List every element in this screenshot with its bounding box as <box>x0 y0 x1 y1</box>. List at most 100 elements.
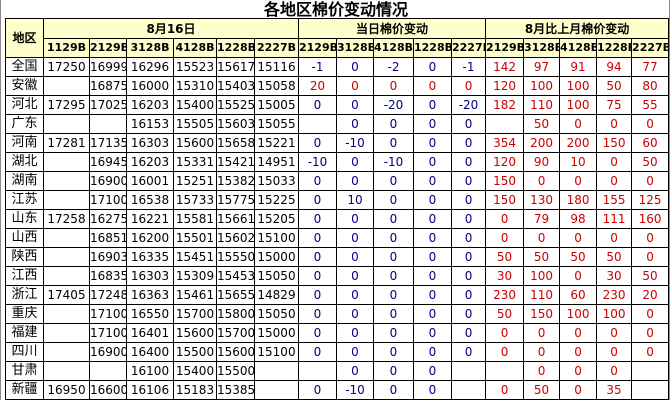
monthly-change-cell: 200 <box>523 133 561 153</box>
daily-change-cell: 20 <box>298 76 337 96</box>
daily-change-cell: 0 <box>336 361 374 381</box>
daily-change-cell: 0 <box>373 209 414 229</box>
table-row: 重庆 17100 16550 15700 15800 15050 0 0 0 0 0 50 150 100… <box>5 304 670 324</box>
table-row: 全国 17250 16999 16296 15523 15617 15116 -1 0 -2 0 -1… <box>5 57 670 77</box>
daily-change-cell: 0 <box>450 171 487 191</box>
price-cell: 16945 <box>89 152 127 172</box>
monthly-change-cell: 0 <box>559 114 598 134</box>
monthly-change-cell: 50 <box>485 247 525 267</box>
monthly-change-cell: 120 <box>485 152 525 172</box>
monthly-change-cell: 200 <box>559 133 598 153</box>
monthly-change-cell: 150 <box>596 133 633 153</box>
daily-change-cell: 0 <box>450 114 487 134</box>
price-cell: 16851 <box>89 228 127 248</box>
price-col-header: 4128B <box>173 38 217 58</box>
price-cell: 16275 <box>89 209 127 229</box>
price-cell <box>43 266 90 286</box>
price-cell: 16303 <box>126 266 174 286</box>
daily-change-cell: -1 <box>450 57 487 77</box>
price-cell: 14829 <box>254 285 299 305</box>
daily-change-cell: 0 <box>450 342 487 362</box>
daily-change-cell: 0 <box>373 342 414 362</box>
daily-change-cell: 0 <box>373 266 414 286</box>
monthly-change-cell: 0 <box>485 380 525 400</box>
price-cell <box>43 228 90 248</box>
price-cell: 16538 <box>126 190 174 210</box>
region-cell: 湖南 <box>5 171 44 191</box>
monthly-change-cell: 0 <box>631 247 670 267</box>
table-row: 陕西 16903 16335 15451 15550 15000 0 0 0 0 0 50 50 50 50… <box>5 247 670 267</box>
price-cell: 16903 <box>89 247 127 267</box>
price-cell <box>43 171 90 191</box>
price-cell: 15658 <box>216 133 255 153</box>
monthly-change-cell: 100 <box>523 76 561 96</box>
region-cell: 江西 <box>5 266 44 286</box>
monthly-change-cell: 182 <box>485 95 525 115</box>
price-cell <box>43 342 90 362</box>
monthly-change-cell: 0 <box>559 380 598 400</box>
table-row: 甘肃 16100 15400 15500 0 0 0 0 0 0 <box>5 361 670 381</box>
daily-change-cell: 0 <box>336 152 374 172</box>
monthly-change-cell: 0 <box>559 361 598 381</box>
monthly-change-cell: 120 <box>485 76 525 96</box>
monthly-change-cell: 50 <box>523 380 561 400</box>
daily-change-cell: 0 <box>413 342 452 362</box>
monthly-col-header: 2129B <box>485 38 525 58</box>
table-row: 江苏 17100 16538 15733 15775 15225 0 10 0 0 0 150 130 1… <box>5 190 670 210</box>
region-cell: 新疆 <box>5 380 44 400</box>
daily-change-cell: 0 <box>373 228 414 248</box>
daily-change-cell: 0 <box>373 285 414 305</box>
price-cell: 14951 <box>254 152 299 172</box>
price-cell: 17100 <box>89 304 127 324</box>
monthly-change-cell: 0 <box>485 342 525 362</box>
monthly-change-cell: 0 <box>596 342 633 362</box>
monthly-change-cell: 50 <box>523 114 561 134</box>
price-cell: 15655 <box>216 285 255 305</box>
monthly-change-cell: 100 <box>523 266 561 286</box>
monthly-change-cell: 50 <box>596 76 633 96</box>
region-cell: 山东 <box>5 209 44 229</box>
daily-change-cell: 0 <box>450 209 487 229</box>
region-cell: 湖北 <box>5 152 44 172</box>
daily-change-cell: 0 <box>373 361 414 381</box>
price-cell: 15421 <box>216 152 255 172</box>
price-cell: 15451 <box>173 247 217 267</box>
region-cell: 广东 <box>5 114 44 134</box>
monthly-change-cell: 142 <box>485 57 525 77</box>
monthly-change-cell: 230 <box>485 285 525 305</box>
daily-change-cell: 0 <box>298 323 337 343</box>
price-cell <box>43 114 90 134</box>
price-cell <box>89 114 127 134</box>
monthly-change-cell <box>485 361 525 381</box>
price-cell: 15501 <box>173 228 217 248</box>
price-cell: 15403 <box>216 76 255 96</box>
monthly-change-cell: 125 <box>631 190 670 210</box>
daily-change-cell: 0 <box>450 247 487 267</box>
daily-change-cell: -10 <box>336 133 374 153</box>
monthly-change-cell: 130 <box>523 190 561 210</box>
monthly-change-cell: 0 <box>559 323 598 343</box>
monthly-change-cell <box>485 114 525 134</box>
price-cell: 16363 <box>126 285 174 305</box>
daily-change-cell: 0 <box>413 228 452 248</box>
monthly-change-cell: 75 <box>596 95 633 115</box>
price-cell: 15700 <box>173 304 217 324</box>
monthly-change-cell: 100 <box>559 95 598 115</box>
monthly-change-cell: 354 <box>485 133 525 153</box>
price-cell: 15461 <box>173 285 217 305</box>
daily-change-cell: 10 <box>336 190 374 210</box>
daily-change-cell: 0 <box>298 190 337 210</box>
daily-change-cell: 0 <box>450 266 487 286</box>
price-cell: 16100 <box>126 361 174 381</box>
daily-change-cell: 0 <box>413 361 452 381</box>
daily-group-header: 当日棉价变动 <box>297 18 487 39</box>
daily-change-cell: -20 <box>450 95 487 115</box>
price-cell <box>254 380 299 400</box>
price-cell: 17135 <box>89 133 127 153</box>
monthly-change-cell: 0 <box>631 304 670 324</box>
monthly-change-cell: 160 <box>631 209 670 229</box>
table-row: 湖北 16945 16203 15331 15421 14951 -10 0 -10 0 0 120 9… <box>5 152 670 172</box>
price-cell: 16203 <box>126 95 174 115</box>
daily-change-cell: 0 <box>413 323 452 343</box>
